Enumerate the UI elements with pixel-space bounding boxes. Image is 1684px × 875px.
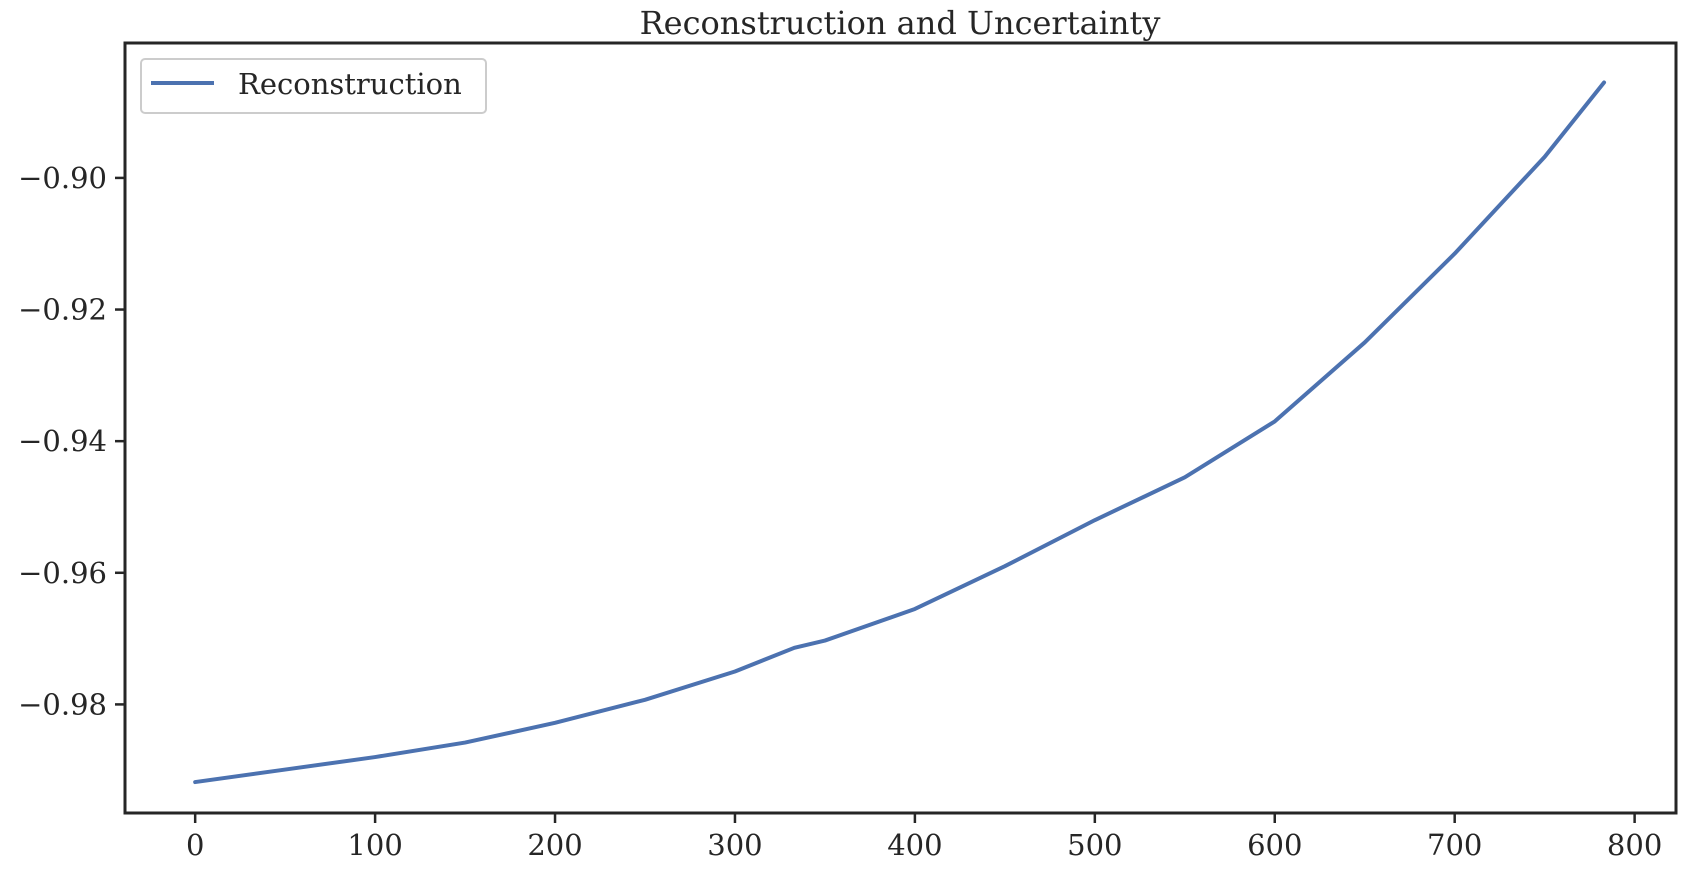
series-line-reconstruction xyxy=(193,80,1607,785)
ticks-layer: 0 100 200 300 400 500 600 700 800 −0.98 −0.96 −0.94… xyxy=(18,161,1662,862)
x-tick-label: 200 xyxy=(527,828,582,862)
y-tick-label: −0.92 xyxy=(18,293,107,327)
x-tick-label: 400 xyxy=(887,828,942,862)
y-tick-label: −0.96 xyxy=(18,556,107,590)
y-tick-label: −0.98 xyxy=(18,687,107,721)
y-tick-label: −0.94 xyxy=(18,424,107,458)
x-tick-label: 800 xyxy=(1607,828,1662,862)
legend: Reconstruction xyxy=(140,58,487,114)
chart-title: Reconstruction and Uncertainty xyxy=(640,4,1161,42)
x-tick-label: 600 xyxy=(1247,828,1302,862)
series-layer xyxy=(193,80,1607,785)
x-tick-label: 700 xyxy=(1427,828,1482,862)
axes-frame xyxy=(123,41,1678,815)
legend-label: Reconstruction xyxy=(238,67,462,101)
y-tick-label: −0.90 xyxy=(18,161,107,195)
legend-box xyxy=(140,58,487,114)
x-tick-label: 500 xyxy=(1067,828,1122,862)
x-tick-label: 0 xyxy=(186,828,204,862)
x-tick-label: 100 xyxy=(347,828,402,862)
x-tick-label: 300 xyxy=(707,828,762,862)
